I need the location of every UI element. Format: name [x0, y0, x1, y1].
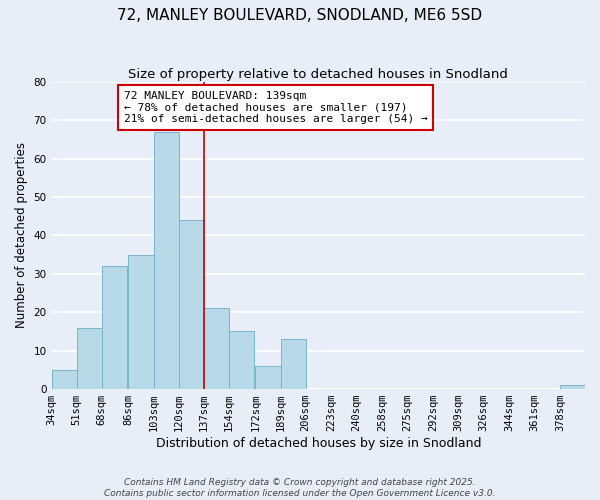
Bar [128, 254, 154, 389]
Bar [52, 370, 77, 389]
Bar [256, 366, 281, 389]
Bar [204, 308, 229, 389]
Bar [281, 339, 306, 389]
Bar [154, 132, 179, 389]
Y-axis label: Number of detached properties: Number of detached properties [15, 142, 28, 328]
Bar [229, 332, 254, 389]
X-axis label: Distribution of detached houses by size in Snodland: Distribution of detached houses by size … [155, 437, 481, 450]
Bar [179, 220, 204, 389]
Bar [560, 385, 585, 389]
Text: 72 MANLEY BOULEVARD: 139sqm
← 78% of detached houses are smaller (197)
21% of se: 72 MANLEY BOULEVARD: 139sqm ← 78% of det… [124, 91, 427, 124]
Bar [102, 266, 127, 389]
Bar [77, 328, 102, 389]
Text: 72, MANLEY BOULEVARD, SNODLAND, ME6 5SD: 72, MANLEY BOULEVARD, SNODLAND, ME6 5SD [118, 8, 482, 22]
Text: Contains HM Land Registry data © Crown copyright and database right 2025.
Contai: Contains HM Land Registry data © Crown c… [104, 478, 496, 498]
Title: Size of property relative to detached houses in Snodland: Size of property relative to detached ho… [128, 68, 508, 80]
